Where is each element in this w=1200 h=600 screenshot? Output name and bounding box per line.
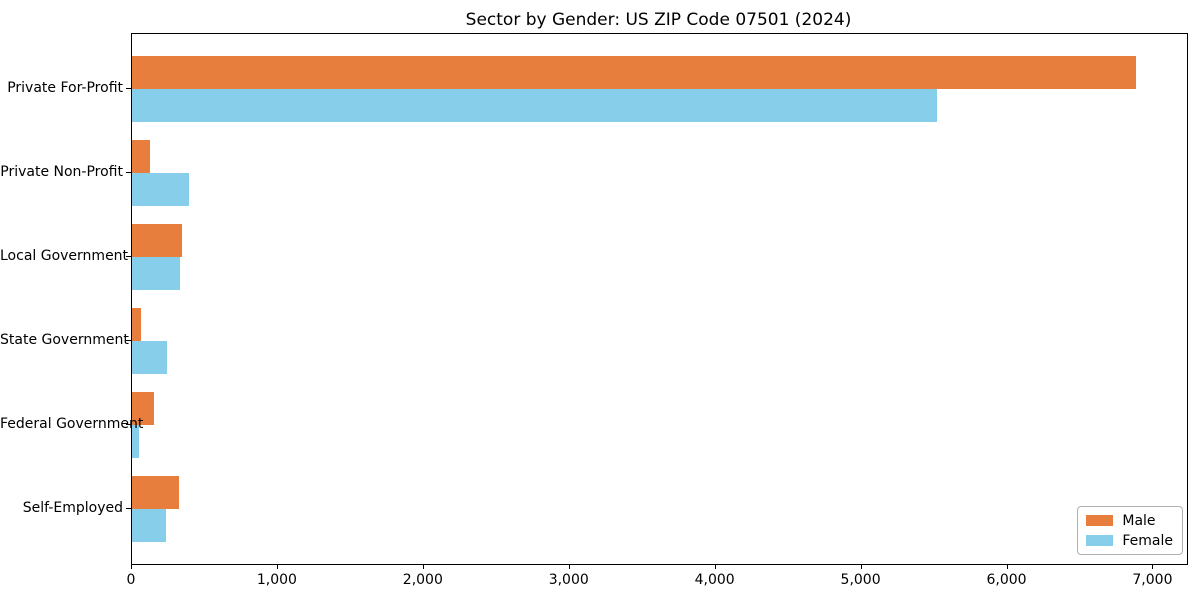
bar-female-2 (132, 257, 181, 290)
x-tick-label-1: 1,000 (256, 572, 297, 588)
x-tick-label-5: 5,000 (840, 572, 881, 588)
bar-male-3 (132, 308, 141, 341)
y-tick-mark-1 (126, 172, 131, 173)
x-tick-mark-1 (276, 564, 278, 569)
plot-area: Male Female (131, 33, 1188, 565)
y-tick-mark-3 (126, 340, 131, 341)
y-tick-label-0: Private For-Profit (7, 80, 123, 96)
bar-male-4 (132, 392, 154, 425)
y-tick-label-2: Local Government (0, 248, 129, 264)
legend-label-female: Female (1122, 532, 1173, 549)
legend-item-male: Male (1086, 512, 1173, 529)
x-tick-mark-7 (1152, 564, 1154, 569)
chart-title: Sector by Gender: US ZIP Code 07501 (202… (465, 10, 852, 30)
bar-male-2 (132, 224, 182, 257)
legend: Male Female (1077, 506, 1183, 555)
y-tick-label-4: Federal Government (0, 416, 144, 432)
y-tick-mark-5 (126, 508, 131, 509)
x-tick-label-7: 7,000 (1132, 572, 1173, 588)
bar-male-1 (132, 140, 150, 173)
x-tick-label-2: 2,000 (402, 572, 443, 588)
y-tick-mark-2 (126, 256, 131, 257)
bar-female-3 (132, 341, 168, 374)
y-tick-label-1: Private Non-Profit (0, 164, 123, 180)
x-tick-mark-6 (1006, 564, 1008, 569)
x-tick-mark-4 (714, 564, 716, 569)
x-tick-label-0: 0 (126, 572, 136, 588)
y-tick-label-5: Self-Employed (22, 500, 123, 516)
x-tick-mark-2 (422, 564, 424, 569)
y-tick-mark-0 (126, 88, 131, 89)
bar-female-4 (132, 425, 140, 458)
legend-item-female: Female (1086, 532, 1173, 549)
bar-male-0 (132, 56, 1136, 89)
x-tick-mark-0 (131, 564, 132, 569)
bar-female-0 (132, 89, 938, 122)
y-tick-mark-4 (126, 424, 131, 425)
x-tick-mark-3 (568, 564, 570, 569)
bar-female-1 (132, 173, 189, 206)
legend-swatch-female (1086, 535, 1114, 546)
x-tick-mark-5 (860, 564, 862, 569)
x-tick-label-4: 4,000 (694, 572, 735, 588)
bar-male-5 (132, 476, 179, 509)
x-tick-label-6: 6,000 (986, 572, 1027, 588)
legend-swatch-male (1086, 515, 1114, 526)
bar-female-5 (132, 509, 166, 542)
legend-label-male: Male (1122, 512, 1156, 529)
x-tick-label-3: 3,000 (548, 572, 589, 588)
y-tick-label-3: State Government (0, 332, 129, 348)
